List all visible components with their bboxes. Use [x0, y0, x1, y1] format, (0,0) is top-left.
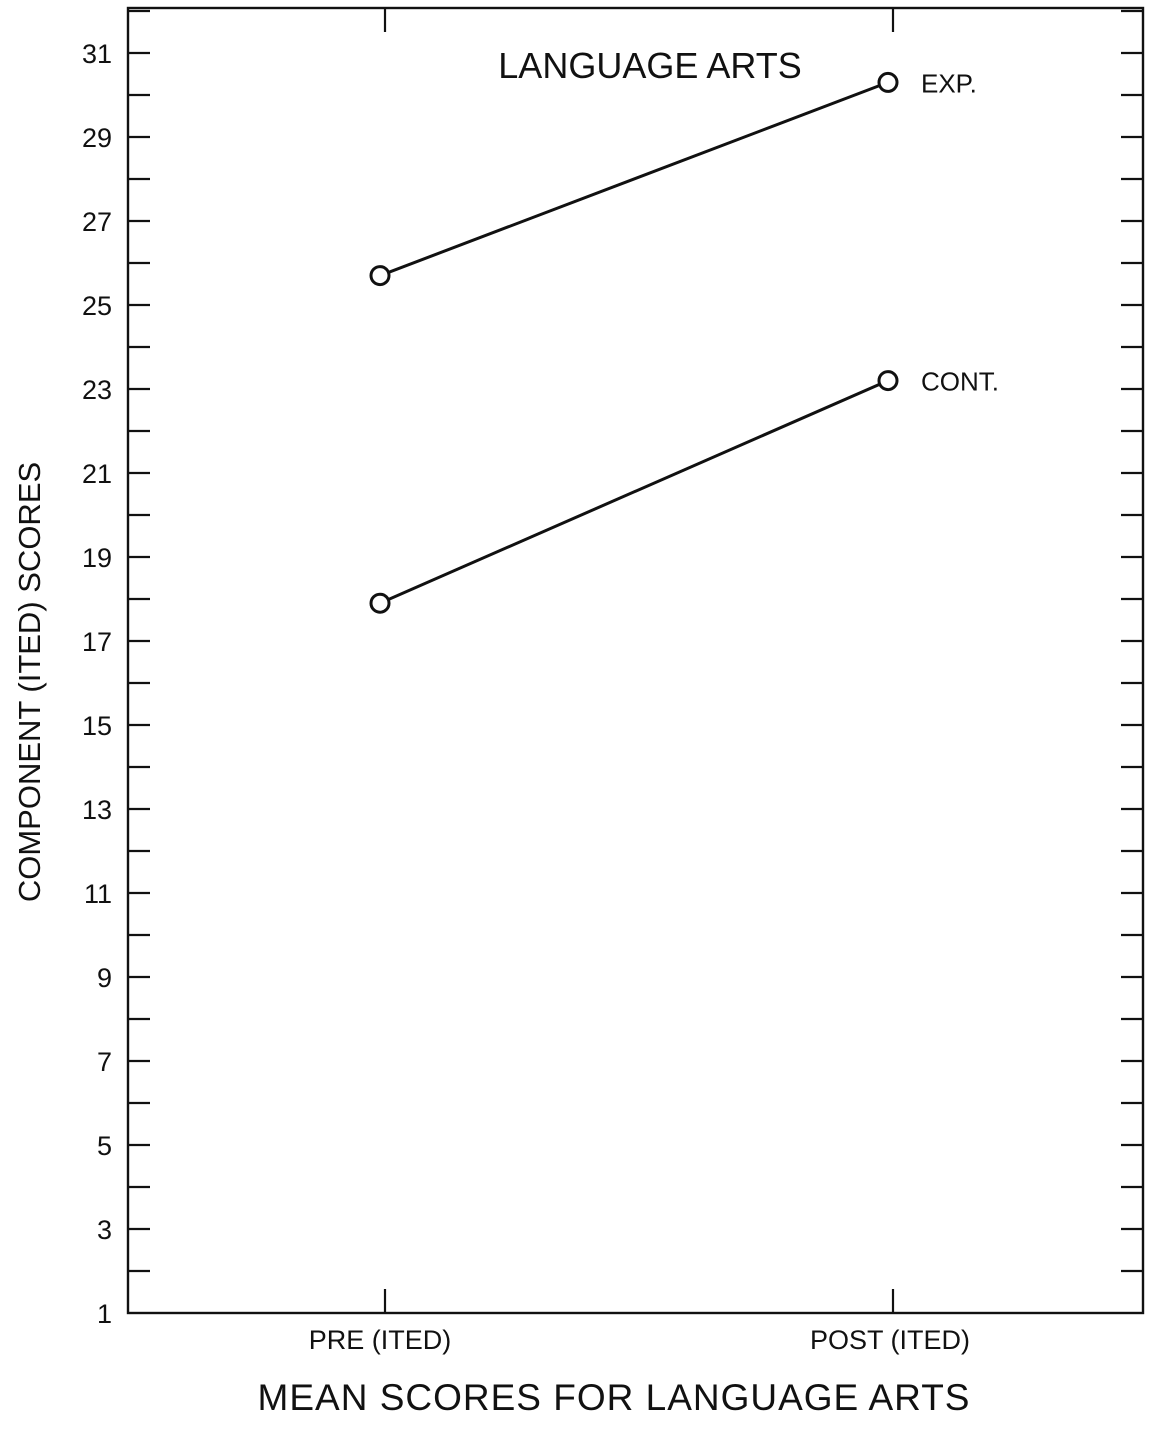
data-point: [877, 370, 899, 392]
series-cont: CONT.: [369, 367, 999, 614]
y-tick-label: 17: [82, 627, 112, 657]
y-tick-label: 11: [84, 879, 112, 909]
y-tick-label: 27: [82, 207, 112, 237]
series-group: EXP. CONT.: [369, 68, 999, 614]
data-point: [369, 265, 391, 287]
y-tick-label: 1: [97, 1299, 112, 1329]
chart-title: LANGUAGE ARTS: [498, 45, 801, 86]
y-axis-label: COMPONENT (ITED) SCORES: [12, 462, 47, 902]
y-tick-label: 21: [82, 459, 112, 489]
x-category-label: POST (ITED): [810, 1325, 970, 1355]
y-tick-label: 5: [97, 1131, 112, 1161]
plot-border: [126, 6, 1145, 1315]
x-axis-label: MEAN SCORES FOR LANGUAGE ARTS: [258, 1377, 971, 1418]
y-tick-label: 23: [82, 375, 112, 405]
y-tick-label: 13: [82, 795, 112, 825]
x-category-label: PRE (ITED): [309, 1325, 452, 1355]
series-label: CONT.: [921, 367, 999, 397]
y-tick-label: 29: [82, 123, 112, 153]
y-tick-label: 15: [82, 711, 112, 741]
y-tick-label: 31: [82, 39, 112, 69]
series-label: EXP.: [921, 68, 977, 98]
data-point: [369, 592, 391, 614]
y-tick-label: 25: [82, 291, 112, 321]
y-tick-label: 3: [97, 1215, 112, 1245]
plot-frame: [126, 6, 1145, 1315]
x-axis-ticks: PRE (ITED) POST (ITED): [309, 8, 970, 1355]
series-exp: EXP.: [369, 68, 977, 287]
y-tick-label: 9: [97, 963, 112, 993]
series-line: [379, 80, 889, 278]
y-tick-label: 7: [97, 1047, 112, 1077]
y-tick-label: 19: [82, 543, 112, 573]
data-point: [877, 71, 899, 93]
series-line: [379, 379, 889, 605]
